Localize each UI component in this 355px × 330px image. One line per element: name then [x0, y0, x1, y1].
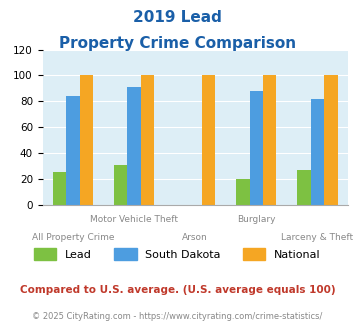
Bar — [324, 75, 338, 205]
Bar — [114, 165, 127, 205]
Bar — [297, 170, 311, 205]
Bar — [66, 96, 80, 205]
Bar — [311, 99, 324, 205]
Bar — [202, 75, 215, 205]
Bar — [250, 91, 263, 205]
Text: Burglary: Burglary — [237, 214, 275, 223]
Text: Motor Vehicle Theft: Motor Vehicle Theft — [90, 214, 178, 223]
Text: Larceny & Theft: Larceny & Theft — [281, 233, 354, 242]
Text: © 2025 CityRating.com - https://www.cityrating.com/crime-statistics/: © 2025 CityRating.com - https://www.city… — [32, 312, 323, 321]
Bar — [53, 172, 66, 205]
Bar — [141, 75, 154, 205]
Text: Property Crime Comparison: Property Crime Comparison — [59, 36, 296, 51]
Text: Compared to U.S. average. (U.S. average equals 100): Compared to U.S. average. (U.S. average … — [20, 285, 335, 295]
Bar — [236, 179, 250, 205]
Bar — [263, 75, 277, 205]
Bar — [80, 75, 93, 205]
Bar — [127, 87, 141, 205]
Legend: Lead, South Dakota, National: Lead, South Dakota, National — [34, 248, 321, 260]
Text: Arson: Arson — [182, 233, 208, 242]
Text: All Property Crime: All Property Crime — [32, 233, 114, 242]
Text: 2019 Lead: 2019 Lead — [133, 10, 222, 25]
